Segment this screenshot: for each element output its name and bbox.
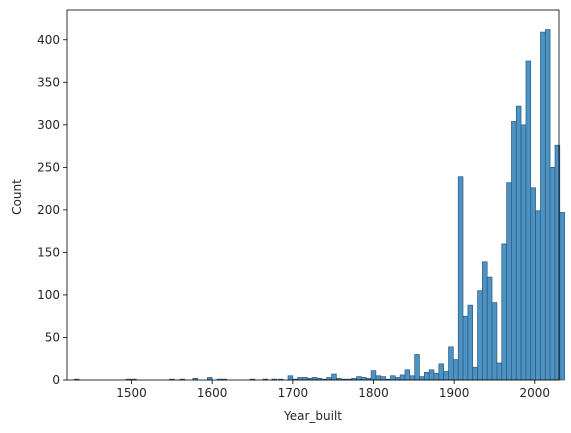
- histogram-bars: [73, 29, 565, 381]
- x-axis-ticks: 1500 1600 1700 1800 1900 2000: [116, 380, 550, 400]
- y-tick-label: 350: [37, 75, 60, 89]
- histogram-bar-51: [472, 366, 478, 381]
- histogram-bar-39: [414, 354, 420, 381]
- histogram-bar-66: [544, 29, 551, 381]
- histogram-bar-54: [486, 276, 493, 381]
- histogram-bar-55: [491, 302, 498, 381]
- histogram-bar-46: [448, 346, 454, 381]
- y-axis-ticks: 0 50 100 150 200 250 300 350 400: [37, 33, 67, 387]
- histogram-bar-37: [404, 369, 411, 381]
- histogram-bar-32: [380, 376, 386, 381]
- histogram-bar-49: [462, 315, 469, 381]
- x-axis-label: Year_built: [283, 409, 342, 423]
- histogram-bar-30: [370, 370, 377, 381]
- histogram-bar-64: [535, 210, 541, 381]
- histogram-bar-45: [443, 371, 449, 381]
- histogram-bar-53: [482, 261, 488, 381]
- histogram-bar-50: [467, 304, 474, 381]
- histogram-bar-56: [496, 362, 503, 381]
- histogram-bar-62: [525, 60, 532, 381]
- histogram-bar-34: [390, 375, 396, 381]
- histogram-bar-52: [477, 290, 483, 381]
- histogram-bar-65: [540, 31, 546, 381]
- y-tick-label: 100: [37, 288, 60, 302]
- y-tick-label: 150: [37, 245, 60, 259]
- histogram-bar-31: [375, 375, 382, 381]
- y-tick-label: 50: [45, 330, 60, 344]
- histogram-bar-57: [501, 243, 507, 381]
- histogram-bar-58: [506, 182, 512, 381]
- histogram-bar-36: [399, 374, 406, 381]
- histogram-bar-47: [453, 359, 459, 381]
- y-tick-label: 400: [37, 33, 60, 47]
- axes-frame: [66, 9, 560, 381]
- histogram-bar-41: [424, 371, 430, 381]
- histogram-bar-40: [419, 376, 425, 381]
- y-tick-label: 250: [37, 160, 60, 174]
- histogram-bar-59: [511, 121, 517, 381]
- x-tick-label: 2000: [520, 386, 551, 400]
- plot-area-border: [66, 9, 560, 381]
- histogram-bar-61: [520, 124, 527, 381]
- histogram-bar-69: [559, 212, 565, 381]
- histogram-bar-42: [428, 369, 435, 381]
- histogram-bar-22: [331, 373, 337, 381]
- y-tick-label: 300: [37, 118, 60, 132]
- x-tick-label: 1700: [278, 386, 309, 400]
- histogram-bar-67: [549, 167, 556, 381]
- x-tick-label: 1600: [197, 386, 228, 400]
- histogram-bar-44: [438, 363, 444, 381]
- y-tick-label: 200: [37, 203, 60, 217]
- histogram-bar-48: [457, 176, 464, 381]
- x-tick-label: 1900: [439, 386, 470, 400]
- histogram-bar-43: [433, 372, 440, 381]
- x-tick-label: 1800: [358, 386, 389, 400]
- y-tick-label: 0: [52, 373, 60, 387]
- histogram-bar-38: [409, 375, 415, 381]
- histogram-bar-27: [356, 376, 362, 381]
- x-tick-label: 1500: [116, 386, 147, 400]
- histogram-bar-60: [515, 105, 522, 381]
- y-axis-label: Count: [10, 179, 24, 215]
- histogram-bar-13: [287, 375, 294, 381]
- histogram-bar-63: [530, 187, 536, 381]
